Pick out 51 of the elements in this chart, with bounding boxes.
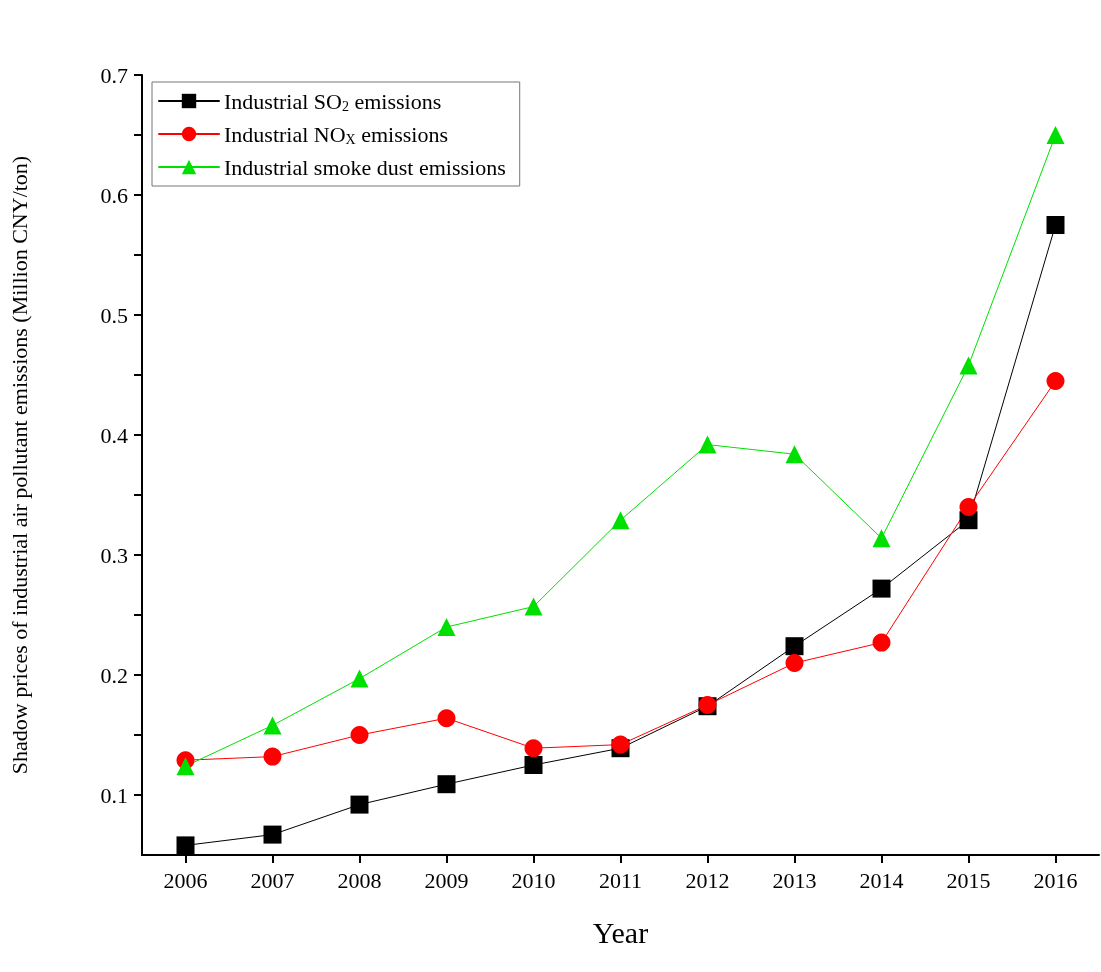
x-tick-label: 2011 [598,867,643,893]
point [263,747,282,766]
y-tick-label: 0.6 [100,182,128,208]
point [611,735,630,754]
x-tick-label: 2009 [424,867,469,893]
point [350,795,369,814]
point [872,579,891,598]
point [785,637,804,656]
point [1046,126,1065,144]
point [263,716,282,735]
point [176,757,195,776]
y-axis-title: Shadow prices of industrial air pollutant emissions (Million CNY/ton) [6,155,32,775]
legend-label: Industrial SO2 emissions [224,88,442,114]
point [263,825,282,844]
point [437,709,456,728]
x-tick-label: 2013 [772,867,817,893]
y-tick-label: 0.1 [100,782,128,808]
point [872,633,891,652]
point [350,669,369,688]
point [524,597,543,616]
x-tick-label: 2012 [685,867,730,893]
point [785,445,804,464]
x-tick-label: 2006 [163,867,208,893]
point [524,756,543,774]
point [611,511,630,530]
point [785,654,804,672]
point [872,529,891,548]
y-tick-label: 0.2 [100,662,128,688]
x-tick-label: 2016 [1033,867,1078,893]
x-tick-label: 2007 [250,867,295,893]
x-axis-title: Year [592,915,649,949]
legend-label: Industrial NOX emissions [224,121,448,147]
point [1046,372,1065,390]
point [959,356,978,375]
x-tick-label: 2010 [511,867,556,893]
y-tick-label: 0.5 [100,302,128,328]
y-tick-label: 0.4 [100,422,128,448]
x-tick-label: 2008 [337,867,382,893]
x-tick-label: 2015 [946,867,991,893]
point [437,775,456,794]
point [1046,216,1065,234]
point [176,836,195,855]
y-tick-label: 0.7 [100,62,128,88]
y-tick-label: 0.3 [100,542,128,568]
point [698,435,717,454]
point [959,498,978,516]
legend-label: Industrial smoke dust emissions [224,154,506,180]
x-tick-label: 2014 [859,867,904,893]
point [524,739,543,758]
point [350,726,369,744]
point [437,618,456,636]
